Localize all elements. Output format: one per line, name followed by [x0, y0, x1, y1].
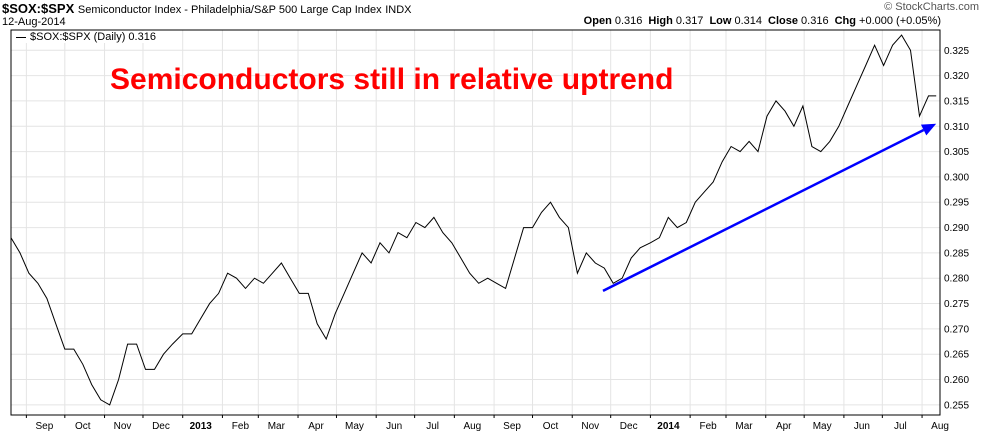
chart-header: $SOX:$SPX Semiconductor Index - Philadel… — [0, 0, 983, 40]
legend-label: $SOX:$SPX (Daily) 0.316 — [30, 31, 156, 43]
x-tick-label: Mar — [268, 421, 286, 432]
stockcharts-logo: © StockCharts.com — [884, 1, 979, 13]
x-tick-label: May — [345, 421, 364, 432]
x-tick-label: Apr — [776, 421, 792, 432]
y-tick-label: 0.280 — [944, 274, 969, 285]
x-tick-label: Jul — [894, 421, 907, 432]
ohlc-value-low: 0.314 — [731, 15, 763, 27]
y-tick-label: 0.260 — [944, 375, 969, 386]
ohlc-readout: Open 0.316 High 0.317 Low 0.314 Close 0.316… — [578, 15, 941, 27]
x-tick-label: 2014 — [657, 421, 680, 432]
x-tick-label: 2013 — [190, 421, 213, 432]
y-tick-label: 0.320 — [944, 71, 969, 82]
trendline — [602, 128, 925, 293]
x-axis: Sep Oct Nov Dec 2013 Feb Mar Apr May Jun Jul Aug Sep… — [25, 415, 949, 432]
x-tick-label: Apr — [308, 421, 324, 432]
symbol-description: Semiconductor Index - Philadelphia/S&P 5… — [77, 4, 382, 16]
exchange: INDX — [385, 4, 412, 16]
y-tick-label: 0.315 — [944, 96, 969, 107]
y-tick-label: 0.300 — [944, 172, 969, 183]
chart-symbol-line: $SOX:$SPX Semiconductor Index - Philadel… — [2, 1, 412, 16]
y-tick-label: 0.270 — [944, 324, 969, 335]
annotation-text: Semiconductors still in relative uptrend — [110, 63, 674, 96]
ohlc-label-low: Low — [709, 15, 732, 27]
series-line — [10, 34, 937, 406]
x-tick-label: Aug — [463, 421, 481, 432]
symbol: $SOX:$SPX — [2, 1, 75, 16]
ohlc-value-chg: +0.000 (+0.05%) — [855, 15, 941, 27]
y-tick-label: 0.295 — [944, 198, 969, 209]
x-tick-label: Oct — [75, 421, 91, 432]
ohlc-value-close: 0.316 — [798, 15, 829, 27]
x-tick-label: Jul — [426, 421, 439, 432]
ohlc-label-close: Close — [768, 15, 798, 27]
y-axis: 0.325 0.320 0.315 0.310 0.305 0.300 0.295 0.290… — [944, 46, 969, 412]
y-tick-label: 0.290 — [944, 223, 969, 234]
x-tick-label: Oct — [543, 421, 559, 432]
chart-date: 12-Aug-2014 — [2, 16, 66, 28]
x-tick-label: Dec — [152, 421, 170, 432]
y-tick-label: 0.310 — [944, 122, 969, 133]
y-tick-label: 0.325 — [944, 46, 969, 57]
x-tick-label: Feb — [700, 421, 718, 432]
y-tick-label: 0.285 — [944, 248, 969, 259]
x-tick-label: Sep — [35, 421, 53, 432]
y-tick-label: 0.305 — [944, 147, 969, 158]
grid — [11, 30, 940, 415]
ohlc-label-open: Open — [583, 15, 612, 27]
plot-frame — [10, 29, 941, 416]
x-tick-label: Jun — [854, 421, 870, 432]
y-tick-label: 0.265 — [944, 350, 969, 361]
x-tick-label: May — [813, 421, 832, 432]
x-tick-label: Aug — [931, 421, 949, 432]
x-tick-label: Jun — [386, 421, 402, 432]
x-tick-label: Feb — [232, 421, 250, 432]
x-tick-label: Sep — [503, 421, 521, 432]
legend-swatch — [16, 36, 26, 38]
x-tick-label: Dec — [620, 421, 638, 432]
x-tick-label: Nov — [114, 421, 132, 432]
ohlc-value-high: 0.317 — [672, 15, 704, 27]
y-tick-label: 0.255 — [944, 400, 969, 411]
y-tick-label: 0.275 — [944, 299, 969, 310]
watermark: © StockCharts.com — [884, 1, 979, 13]
ohlc-value-open: 0.316 — [611, 15, 643, 27]
x-tick-label: Nov — [581, 421, 599, 432]
ohlc-label-high: High — [648, 15, 673, 27]
trendline-group — [602, 123, 937, 293]
trendline-arrowhead — [920, 123, 937, 136]
ohlc-label-chg: Chg — [834, 15, 856, 27]
x-tick-label: Mar — [735, 421, 753, 432]
legend: $SOX:$SPX (Daily) 0.316 — [14, 31, 158, 43]
